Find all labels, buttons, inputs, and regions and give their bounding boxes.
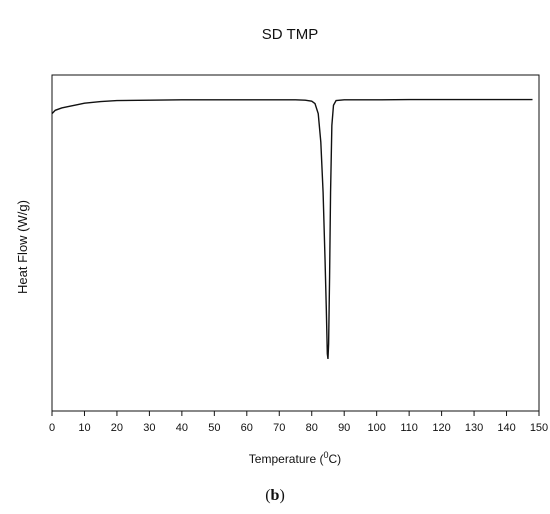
x-tick-label: 130 bbox=[465, 422, 483, 434]
x-tick-label: 60 bbox=[241, 422, 253, 434]
y-axis-label: Heat Flow (W/g) bbox=[15, 200, 30, 294]
x-tick-label: 30 bbox=[143, 422, 155, 434]
x-axis-ticks: 0 10 20 30 40 50 60 70 80 90 100 110 120 130 140 150 bbox=[49, 411, 548, 434]
x-tick-label: 10 bbox=[78, 422, 90, 434]
x-tick-label: 150 bbox=[530, 422, 548, 434]
x-tick-label: 140 bbox=[497, 422, 515, 434]
x-tick-label: 90 bbox=[338, 422, 350, 434]
x-tick-label: 40 bbox=[176, 422, 188, 434]
x-tick-label: 0 bbox=[49, 422, 55, 434]
x-tick-label: 70 bbox=[273, 422, 285, 434]
x-tick-label: 100 bbox=[367, 422, 385, 434]
x-tick-label: 120 bbox=[432, 422, 450, 434]
heat-flow-line bbox=[51, 98, 533, 360]
x-tick-label: 20 bbox=[111, 422, 123, 434]
x-axis-label-superscript: 0 bbox=[324, 450, 329, 460]
chart-title: SD TMP bbox=[262, 26, 318, 43]
x-tick-label: 80 bbox=[306, 422, 318, 434]
x-tick-label: 50 bbox=[208, 422, 220, 434]
figure-caption: (b) bbox=[265, 487, 285, 504]
x-tick-label: 110 bbox=[400, 422, 418, 434]
x-axis-label: Temperature (0C) bbox=[249, 450, 341, 466]
plot-frame bbox=[51, 74, 540, 412]
